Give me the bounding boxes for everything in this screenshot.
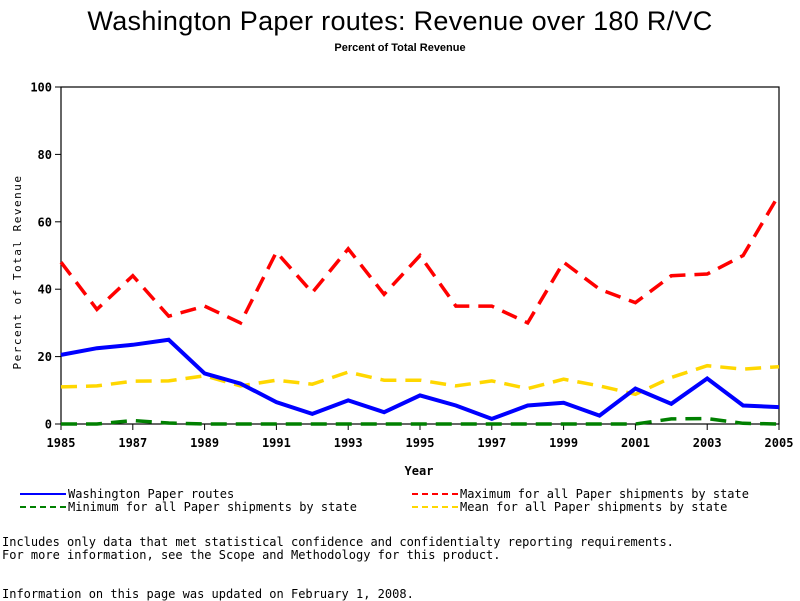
legend-label: Mean for all Paper shipments by state [460, 500, 727, 514]
legend-swatch-dashed-green [20, 506, 66, 508]
legend-swatch-dashed-yellow [412, 506, 458, 508]
series-layer [61, 195, 779, 424]
x-tick-label: 1997 [477, 436, 506, 450]
y-tick-label: 40 [38, 283, 52, 297]
x-tick-label: 1987 [118, 436, 147, 450]
y-tick-label: 0 [45, 418, 52, 432]
footnote-updated: Information on this page was updated on … [2, 588, 414, 601]
y-axis: 0 20 40 60 80 100 [30, 81, 61, 432]
y-tick-label: 80 [38, 148, 52, 162]
y-axis-title: Percent of Total Revenue [11, 175, 24, 370]
series-line-maximum-for-all-paper-shipments-by-state [61, 195, 779, 323]
x-tick-label: 1993 [334, 436, 363, 450]
x-tick-label: 1989 [190, 436, 219, 450]
x-tick-label: 1995 [406, 436, 435, 450]
series-line-minimum-for-all-paper-shipments-by-state [61, 419, 779, 424]
x-tick-label: 2005 [765, 436, 794, 450]
x-tick-label: 2003 [693, 436, 722, 450]
legend-swatch-dashed-red [412, 493, 458, 495]
legend-swatch-solid-blue [20, 493, 66, 495]
x-tick-label: 1999 [549, 436, 578, 450]
legend-label: Maximum for all Paper shipments by state [460, 487, 749, 501]
footnote-methodology: For more information, see the Scope and … [2, 549, 501, 562]
y-tick-label: 60 [38, 215, 52, 229]
legend-label: Minimum for all Paper shipments by state [68, 500, 357, 514]
y-tick-label: 20 [38, 350, 52, 364]
x-tick-label: 1985 [47, 436, 76, 450]
series-line-mean-for-all-paper-shipments-by-state [61, 366, 779, 395]
x-tick-label: 2001 [621, 436, 650, 450]
x-axis-title: Year [405, 464, 434, 478]
x-tick-label: 1991 [262, 436, 291, 450]
y-tick-label: 100 [30, 81, 52, 95]
legend-label: Washington Paper routes [68, 487, 234, 501]
x-axis: 1985 1987 1989 1991 1993 1995 1997 1999 2001 2003… [47, 424, 794, 450]
